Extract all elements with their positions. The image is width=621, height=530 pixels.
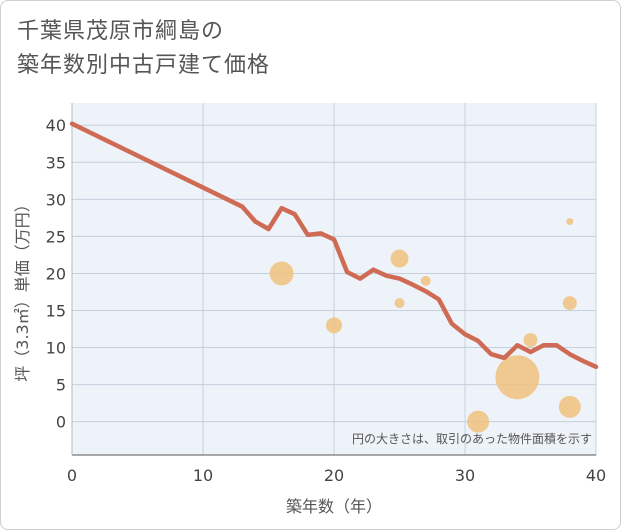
data-point bbox=[495, 355, 540, 400]
y-tick-label: 15 bbox=[46, 301, 66, 320]
chart-note: 円の大きさは、取引のあった物件面積を示す bbox=[352, 431, 592, 446]
x-tick-label: 20 bbox=[324, 466, 344, 485]
data-point bbox=[269, 261, 294, 286]
x-tick-label: 40 bbox=[586, 466, 606, 485]
chart-title: 千葉県茂原市綱島の 築年数別中古戸建て価格 bbox=[17, 15, 270, 83]
x-tick-label: 10 bbox=[193, 466, 213, 485]
x-tick-label: 30 bbox=[455, 466, 475, 485]
chart-title-line2: 築年数別中古戸建て価格 bbox=[17, 53, 271, 78]
trend-line-group bbox=[69, 121, 599, 370]
data-point bbox=[562, 296, 577, 311]
labels: 円の大きさは、取引のあった物件面積を示す 築年数（年） 坪（3.3㎡）単価（万円… bbox=[13, 196, 592, 516]
y-tick-label: 30 bbox=[46, 190, 66, 209]
y-tick-label: 0 bbox=[56, 413, 66, 432]
y-tick-label: 35 bbox=[46, 153, 66, 172]
y-tick-label: 40 bbox=[46, 116, 66, 135]
grid bbox=[72, 103, 597, 455]
y-tick-label: 25 bbox=[46, 227, 66, 246]
y-tick-label: 10 bbox=[46, 339, 66, 358]
y-axis-label: 坪（3.3㎡）単価（万円） bbox=[13, 196, 32, 381]
data-point bbox=[523, 333, 538, 348]
data-point bbox=[326, 317, 342, 334]
data-point bbox=[390, 249, 409, 268]
trend-line bbox=[69, 121, 599, 370]
data-point bbox=[394, 298, 405, 309]
data-point bbox=[566, 218, 574, 226]
x-tick-label: 0 bbox=[67, 466, 77, 485]
x-axis-label: 築年数（年） bbox=[286, 497, 382, 516]
data-point bbox=[467, 410, 490, 433]
scatter-points bbox=[269, 218, 581, 433]
y-tick-label: 20 bbox=[46, 264, 66, 283]
data-point bbox=[558, 395, 581, 418]
chart-title-line1: 千葉県茂原市綱島の bbox=[17, 19, 225, 44]
y-tick-label: 5 bbox=[56, 376, 66, 395]
data-point bbox=[420, 275, 431, 286]
axes: 0 5 10 15 20 25 30 35 40 0 10 20 30 40 bbox=[46, 103, 606, 485]
